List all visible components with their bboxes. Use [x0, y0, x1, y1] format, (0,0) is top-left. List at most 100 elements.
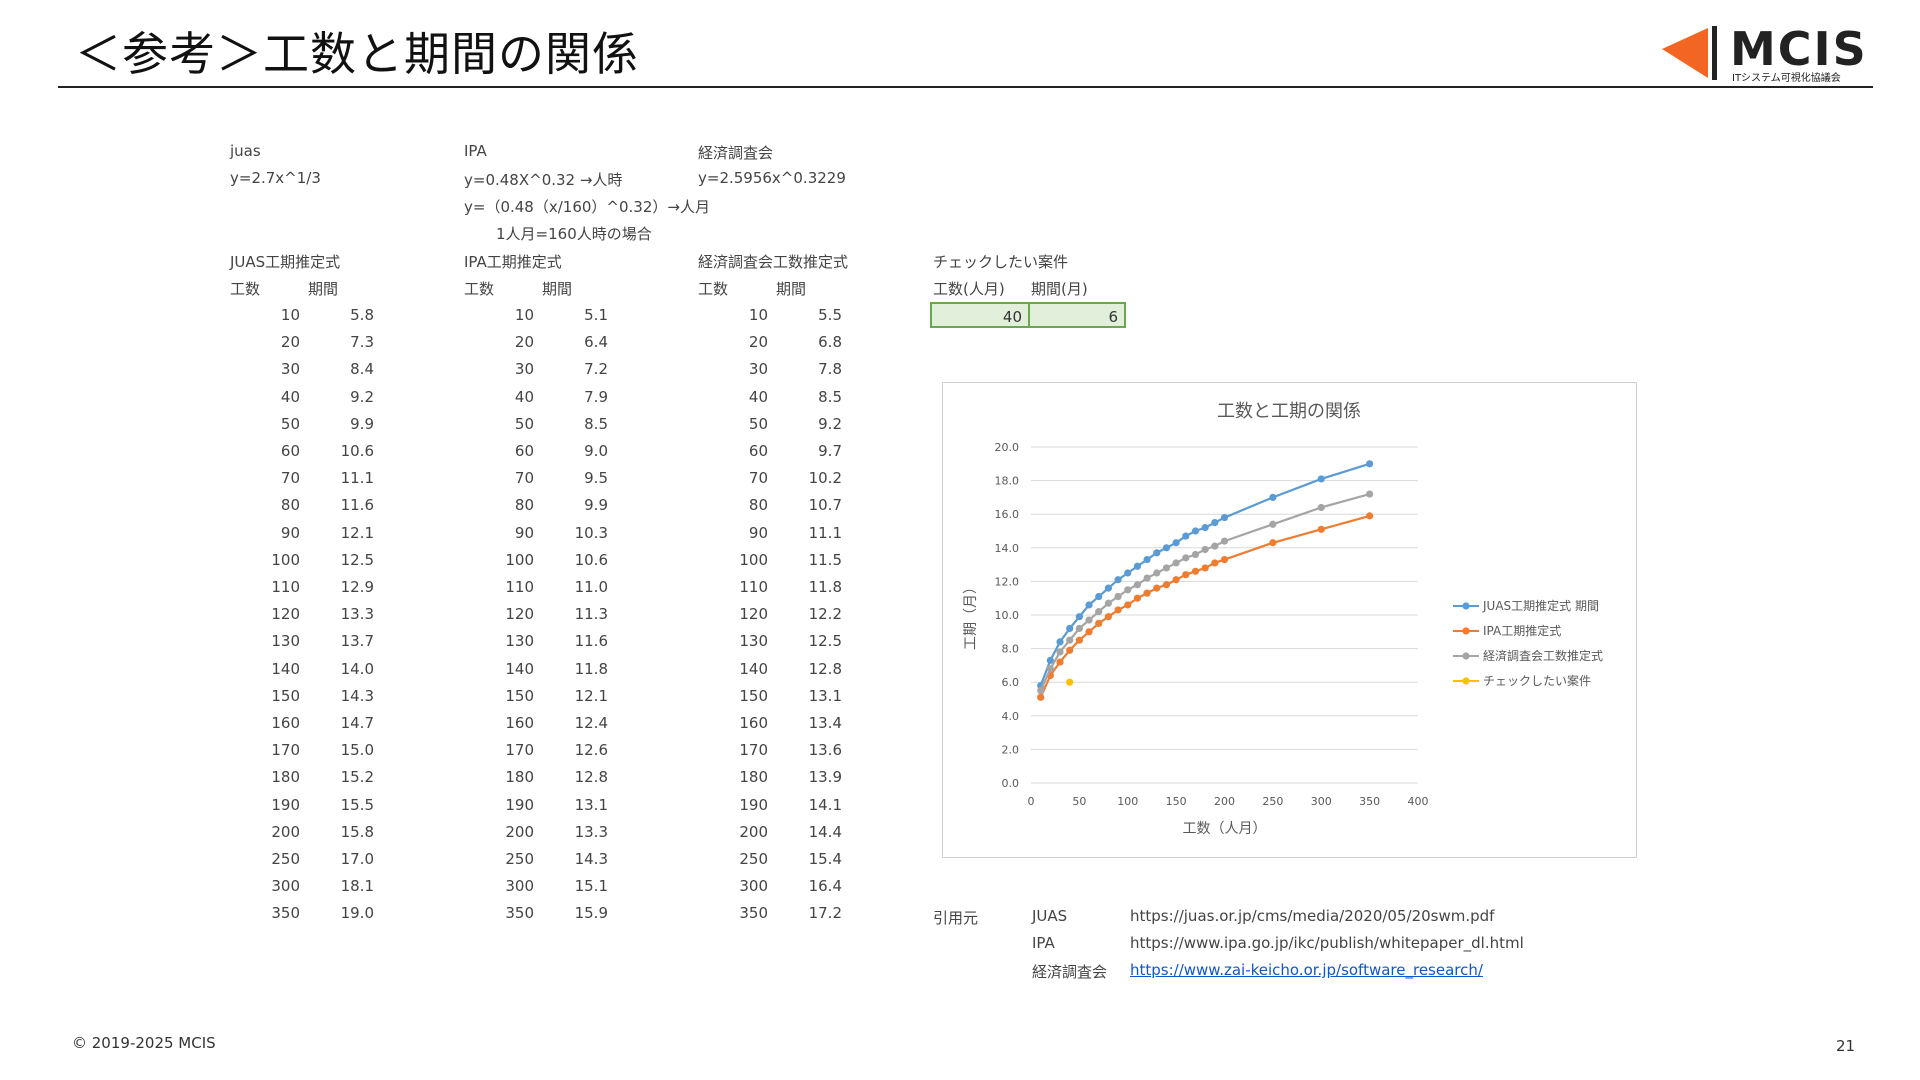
title-underline: [58, 86, 1873, 88]
ipa-workload-cell: 130: [505, 632, 534, 651]
juas-period-cell: 11.6: [340, 496, 374, 515]
keizai-period-cell: 11.5: [808, 550, 842, 569]
ipa-workload-cell: 80: [514, 496, 534, 515]
legend-marker-0: [1462, 602, 1470, 610]
keizai-workload-cell: 50: [748, 414, 768, 433]
juas-workload-cell: 190: [271, 795, 300, 814]
copyright: © 2019-2025 MCIS: [72, 1034, 216, 1052]
formula-ipa-line2: y=（0.48（x/160）^0.32）→人月: [464, 198, 710, 216]
table-ipa-col1: 工数: [464, 280, 495, 298]
legend-marker-2: [1462, 652, 1470, 660]
data-point-0: [1104, 584, 1112, 592]
keizai-period-cell: 13.6: [808, 741, 842, 760]
data-point-0: [1317, 475, 1325, 483]
x-tick-label: 400: [1408, 795, 1429, 808]
legend-label-2: 経済調査会工数推定式: [1483, 648, 1603, 663]
juas-workload-cell: 90: [280, 523, 300, 542]
keizai-workload-cell: 250: [739, 850, 768, 868]
data-point-1: [1114, 606, 1122, 614]
data-point-0: [1066, 624, 1074, 633]
juas-workload-cell: 150: [271, 686, 300, 705]
data-point-2: [1046, 665, 1054, 673]
ipa-workload-cell: 300: [505, 877, 534, 896]
keizai-period-cell: 12.2: [808, 605, 842, 624]
legend-label-3: チェックしたい案件: [1483, 673, 1591, 688]
ipa-workload-cell: 120: [505, 605, 534, 624]
source-keizai-name: 経済調査会: [1032, 963, 1108, 981]
check-period-cell[interactable]: 6: [1028, 302, 1126, 328]
data-point-1: [1182, 571, 1190, 579]
data-point-0: [1172, 539, 1180, 547]
ipa-period-cell: 5.1: [584, 306, 608, 324]
juas-period-cell: 13.7: [340, 632, 374, 651]
keizai-period-cell: 12.8: [808, 659, 842, 678]
ipa-workload-cell: 60: [514, 442, 534, 460]
y-tick-label: 4.0: [1002, 710, 1020, 723]
formula-keizai-line: y=2.5956x^0.3229: [698, 169, 846, 187]
x-tick-label: 250: [1262, 795, 1283, 808]
ipa-workload-cell: 100: [505, 550, 534, 569]
data-point-0: [1182, 532, 1190, 540]
data-point-2: [1124, 586, 1132, 594]
keizai-period-cell: 9.2: [818, 414, 842, 433]
ipa-period-cell: 11.0: [574, 578, 608, 596]
data-point-2: [1269, 520, 1277, 528]
data-point-0: [1124, 569, 1132, 577]
ipa-period-cell: 7.2: [584, 360, 608, 379]
keizai-workload-cell: 130: [739, 632, 768, 651]
data-point-2: [1191, 550, 1200, 559]
keizai-workload-cell: 70: [748, 469, 768, 488]
juas-period-cell: 14.0: [340, 659, 374, 678]
ipa-period-cell: 11.3: [574, 605, 608, 624]
page-title: ＜参考＞工数と期間の関係: [75, 27, 639, 81]
keizai-period-cell: 9.7: [818, 442, 842, 460]
juas-workload-cell: 350: [271, 904, 300, 923]
check-workload-cell[interactable]: 40: [930, 302, 1030, 328]
ipa-workload-cell: 250: [505, 850, 534, 868]
legend-label-0: JUAS工期推定式 期間: [1482, 598, 1599, 613]
data-point-0: [1143, 555, 1151, 564]
ipa-period-cell: 9.9: [584, 496, 608, 515]
ipa-workload-cell: 50: [514, 414, 534, 433]
data-point-2: [1366, 490, 1374, 498]
formula-ipa-name: IPA: [464, 142, 487, 160]
data-point-2: [1172, 559, 1180, 567]
ipa-period-cell: 10.6: [574, 550, 608, 569]
keizai-workload-cell: 120: [739, 605, 768, 624]
juas-period-cell: 17.0: [340, 850, 374, 868]
keizai-period-cell: 10.2: [808, 469, 842, 488]
ipa-period-cell: 14.3: [574, 850, 608, 868]
logo-subtitle: ITシステム可視化協議会: [1732, 73, 1841, 84]
x-tick-label: 150: [1166, 795, 1187, 808]
juas-period-cell: 14.3: [340, 686, 374, 705]
x-axis-label: 工数（人月）: [1183, 821, 1267, 837]
ipa-workload-cell: 70: [514, 469, 534, 488]
juas-workload-cell: 130: [271, 632, 300, 651]
juas-workload-cell: 200: [271, 822, 300, 841]
juas-workload-cell: 80: [280, 496, 300, 515]
data-point-1: [1124, 601, 1132, 609]
legend-marker-3: [1462, 677, 1470, 685]
data-point-0: [1133, 562, 1142, 570]
ipa-workload-cell: 140: [505, 659, 534, 678]
table-ipa-title: IPA工期推定式: [464, 253, 562, 271]
ipa-period-cell: 13.1: [574, 795, 608, 814]
line-chart: 工数と工期の関係 0.0 2.0 4.0 6.0 8.0 10.0 12.0 14.0 16.0 1…: [963, 401, 1603, 837]
keizai-workload-cell: 110: [739, 578, 768, 596]
juas-period-cell: 12.1: [340, 523, 374, 542]
keizai-period-cell: 8.5: [818, 387, 842, 406]
juas-workload-cell: 120: [271, 605, 300, 624]
source-keizai-link[interactable]: https://www.zai-keicho.or.jp/software_re…: [1130, 961, 1483, 979]
data-point-0: [1056, 638, 1064, 646]
keizai-workload-cell: 350: [739, 904, 768, 923]
data-point-2: [1095, 608, 1103, 616]
data-point-2: [1085, 616, 1093, 624]
data-point-2: [1143, 574, 1151, 582]
x-tick-label: 100: [1117, 795, 1138, 808]
ipa-workload-cell: 190: [505, 795, 534, 814]
chart-container: 工数と工期の関係 0.0 2.0 4.0 6.0 8.0 10.0 12.0 14.0 16.0 1…: [942, 382, 1637, 858]
ipa-period-cell: 7.9: [584, 387, 608, 406]
source-ipa-name: IPA: [1032, 934, 1055, 952]
juas-period-cell: 5.8: [350, 306, 374, 324]
juas-period-cell: 15.0: [340, 741, 374, 760]
